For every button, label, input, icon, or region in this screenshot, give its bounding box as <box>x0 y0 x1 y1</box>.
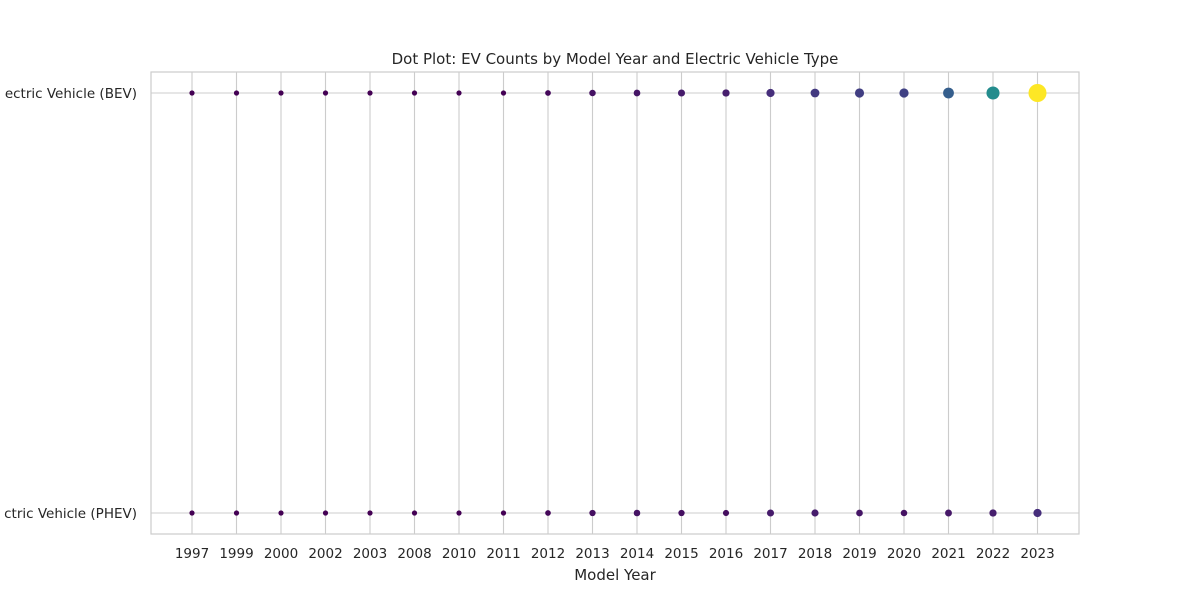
x-tick-label: 2008 <box>397 546 431 562</box>
data-point <box>189 90 195 96</box>
x-tick-label: 2022 <box>976 546 1010 562</box>
x-axis-title: Model Year <box>574 566 656 584</box>
data-point <box>854 88 865 98</box>
data-point <box>322 90 329 96</box>
data-point <box>1028 84 1047 102</box>
data-point <box>986 86 1000 100</box>
data-point <box>633 89 641 97</box>
x-tick-label: 2002 <box>308 546 342 562</box>
data-point <box>677 89 686 97</box>
data-point <box>278 90 284 96</box>
y-tick-labels: ectric Vehicle (BEV) ctric Vehicle (PHEV) <box>4 86 137 522</box>
x-tick-label: 2010 <box>442 546 476 562</box>
data-point <box>189 510 195 516</box>
x-tick-label: 2003 <box>353 546 387 562</box>
x-tick-label: 2016 <box>709 546 743 562</box>
data-point <box>500 510 507 516</box>
data-point <box>411 510 418 516</box>
data-point <box>989 509 997 517</box>
data-point <box>278 510 284 516</box>
data-point <box>943 87 954 99</box>
data-point <box>545 90 551 96</box>
x-tick-label: 2017 <box>753 546 787 562</box>
x-tick-label: 2020 <box>887 546 921 562</box>
data-points <box>189 84 1047 518</box>
data-point <box>589 509 596 517</box>
data-point <box>766 509 775 517</box>
x-tick-label: 2023 <box>1020 546 1054 562</box>
data-point <box>722 509 730 517</box>
plot-area <box>150 71 1080 535</box>
data-point <box>811 509 819 517</box>
data-point <box>411 90 418 96</box>
data-point <box>545 510 551 516</box>
data-point <box>233 90 240 96</box>
data-point <box>322 510 329 516</box>
data-point <box>900 509 908 517</box>
data-point <box>367 510 373 516</box>
chart-title: Dot Plot: EV Counts by Model Year and El… <box>392 50 839 68</box>
data-point <box>500 90 507 96</box>
data-point <box>678 509 685 517</box>
x-tick-label: 2014 <box>620 546 654 562</box>
data-point <box>367 90 373 96</box>
x-tick-labels: 1997 1999 2000 2002 2003 2008 2010 2011 2012 2013… <box>175 546 1055 562</box>
data-point <box>456 90 462 96</box>
data-point <box>1033 508 1042 518</box>
x-tick-label: 1997 <box>175 546 209 562</box>
data-point <box>766 88 775 98</box>
y-tick-label: ctric Vehicle (PHEV) <box>4 506 137 522</box>
y-tick-label: ectric Vehicle (BEV) <box>5 86 137 102</box>
data-point <box>633 509 641 517</box>
grid-lines <box>151 72 1079 534</box>
data-point <box>589 89 596 97</box>
data-point <box>810 88 820 98</box>
data-point <box>722 89 730 97</box>
x-tick-label: 2000 <box>264 546 298 562</box>
data-point <box>899 88 909 98</box>
x-tick-label: 2015 <box>664 546 698 562</box>
data-point <box>233 510 240 516</box>
x-tick-label: 2019 <box>842 546 876 562</box>
x-tick-label: 2013 <box>575 546 609 562</box>
data-point <box>856 509 863 517</box>
x-tick-label: 2021 <box>931 546 965 562</box>
data-point <box>945 509 952 517</box>
x-tick-label: 2012 <box>531 546 565 562</box>
x-tick-label: 2011 <box>486 546 520 562</box>
x-tick-label: 2018 <box>798 546 832 562</box>
data-point <box>456 510 462 516</box>
x-tick-label: 1999 <box>219 546 253 562</box>
